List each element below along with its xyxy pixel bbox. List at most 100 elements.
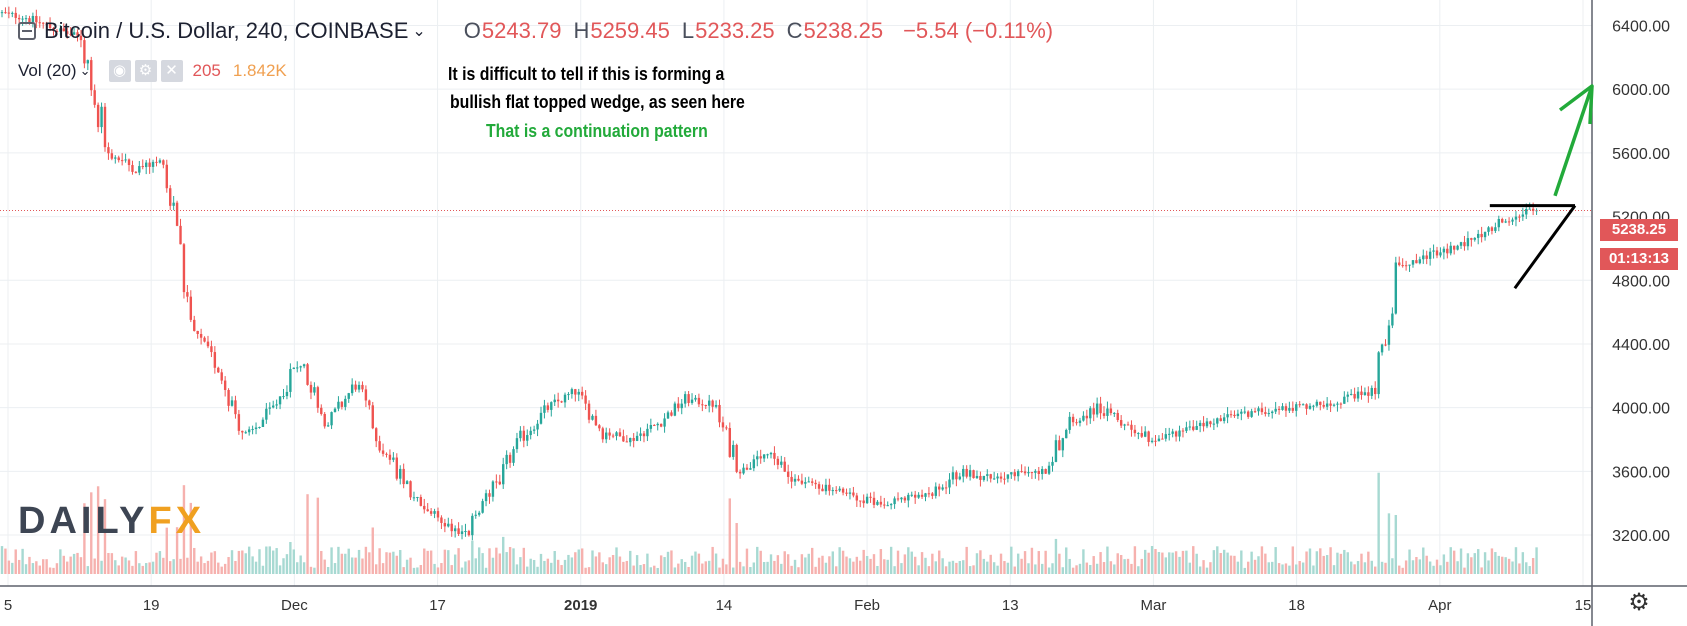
volume-bar — [1463, 567, 1466, 574]
volume-bar — [1198, 566, 1202, 574]
gear-icon[interactable]: ⚙ — [134, 60, 157, 82]
volume-bar — [1181, 550, 1185, 574]
volume-bar — [120, 556, 124, 574]
candle-body — [169, 188, 172, 206]
candle-body — [368, 400, 371, 406]
candle-body — [292, 367, 296, 369]
candle-body — [711, 400, 714, 407]
volume-bar — [780, 563, 783, 574]
x-tick-label: 2019 — [564, 597, 597, 614]
volume-bar — [21, 548, 24, 574]
volume-bar — [793, 559, 797, 574]
candle-body — [86, 60, 90, 64]
volume-bar — [481, 553, 484, 574]
volume-bar — [1219, 552, 1222, 574]
close-icon[interactable]: ✕ — [160, 60, 183, 82]
candle-body — [855, 495, 859, 501]
candle-body — [1071, 416, 1075, 423]
volume-bar — [783, 551, 786, 574]
x-tick-label: 14 — [716, 597, 733, 614]
candle-body — [821, 488, 824, 492]
candle-body — [333, 408, 337, 413]
close-label: C — [786, 18, 803, 43]
candle-body — [296, 367, 299, 369]
volume-bar — [862, 549, 865, 574]
volume-bar — [677, 563, 680, 574]
volume-bar — [927, 566, 931, 574]
candle-body — [1483, 231, 1487, 238]
volume-bar — [804, 557, 807, 574]
eye-icon[interactable]: ◉ — [108, 60, 131, 82]
volume-bar — [574, 552, 577, 574]
candle-body — [138, 166, 141, 173]
candle-body — [426, 509, 429, 512]
volume-bar — [876, 565, 879, 574]
volume-bar — [1277, 563, 1281, 574]
volume-bar — [608, 557, 611, 574]
candle-body — [1260, 408, 1264, 413]
chevron-down-icon[interactable]: ⌄ — [79, 63, 91, 78]
symbol-icon[interactable] — [18, 22, 36, 40]
candle-body — [1150, 440, 1154, 442]
volume-bar — [148, 562, 151, 574]
candle-body — [210, 346, 213, 353]
volume-bar — [1312, 565, 1315, 574]
volume-bar — [234, 560, 237, 574]
x-tick-label: 13 — [1002, 597, 1019, 614]
candle-body — [728, 428, 732, 457]
candle-body — [1377, 352, 1380, 395]
candle-body — [725, 427, 728, 429]
chevron-down-icon[interactable]: ⌄ — [412, 23, 426, 40]
y-tick-label: 6000.00 — [1612, 82, 1670, 99]
candle-body — [206, 341, 210, 347]
candle-body — [955, 472, 958, 480]
volume-bar — [560, 565, 563, 574]
volume-bar — [289, 542, 292, 574]
candle-body — [732, 444, 735, 457]
volume-bar — [999, 553, 1003, 574]
volume-bar — [405, 559, 409, 574]
volume-bar — [553, 551, 556, 574]
candle-body — [872, 497, 876, 505]
volume-bar — [426, 550, 429, 574]
volume-bar — [900, 563, 903, 574]
volume-bar — [333, 563, 337, 574]
candle-body — [859, 500, 862, 502]
volume-bar — [1514, 547, 1518, 574]
volume-label[interactable]: Vol (20) — [18, 61, 77, 80]
volume-bar — [114, 560, 117, 574]
candle-body — [1452, 245, 1456, 250]
volume-bar — [570, 557, 574, 574]
candle-body — [907, 494, 910, 501]
volume-bar — [1411, 560, 1415, 574]
candle-body — [1192, 426, 1195, 430]
volume-bar — [103, 499, 107, 574]
volume-bar — [1308, 548, 1312, 574]
volume-bar — [1222, 549, 1226, 574]
volume-bar — [680, 559, 683, 574]
close-value: 5238.25 — [803, 18, 884, 43]
candle-body — [1367, 392, 1370, 396]
volume-bar — [169, 561, 172, 574]
volume-bar — [502, 536, 505, 574]
candle-body — [429, 511, 433, 514]
candle-body — [1446, 248, 1449, 254]
candle-body — [1250, 411, 1253, 417]
candle-body — [1030, 472, 1034, 474]
volume-bar — [110, 553, 114, 574]
volume-bar — [855, 556, 859, 574]
breakout-arrow-shaft — [1553, 85, 1594, 197]
volume-bar — [72, 553, 76, 574]
candle-body — [1288, 408, 1291, 411]
volume-bar — [392, 551, 395, 574]
volume-bar — [1047, 567, 1051, 574]
volume-bar — [1494, 552, 1497, 574]
volume-bar — [893, 566, 896, 574]
candle-body — [1312, 405, 1315, 407]
symbol-title[interactable]: Bitcoin / U.S. Dollar, 240, COINBASE — [44, 18, 409, 43]
candle-body — [608, 432, 611, 436]
settings-icon[interactable]: ⚙ — [1628, 589, 1650, 616]
volume-bar — [1058, 553, 1061, 574]
candle-body — [1010, 472, 1013, 475]
